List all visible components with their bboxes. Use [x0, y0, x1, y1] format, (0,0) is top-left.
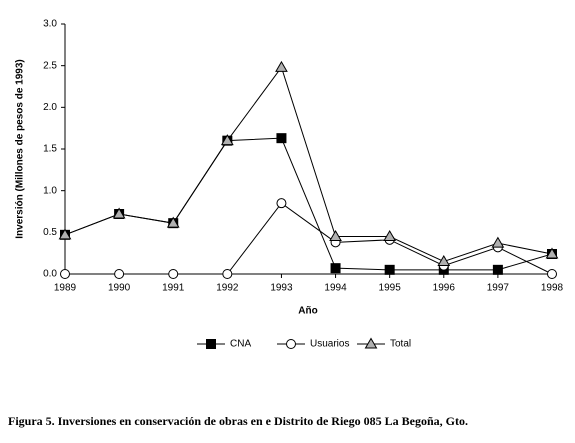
legend-marker	[286, 339, 296, 349]
x-tick-label: 1996	[433, 283, 456, 294]
data-point	[276, 133, 287, 144]
legend-label: Total	[390, 339, 411, 350]
y-tick-label: 0.0	[43, 269, 57, 280]
data-point	[276, 198, 287, 209]
x-tick-label: 1995	[379, 283, 402, 294]
x-tick-label: 1991	[162, 283, 185, 294]
data-point	[437, 255, 451, 266]
x-tick-label: 1998	[541, 283, 564, 294]
x-axis-label: Año	[298, 306, 317, 317]
data-point	[275, 60, 288, 72]
x-tick-label: 1997	[487, 283, 510, 294]
series-line	[65, 202, 553, 275]
y-tick-label: 0.5	[43, 227, 57, 238]
data-point	[492, 264, 503, 275]
data-point	[383, 230, 397, 241]
x-tick-label: 1990	[108, 283, 131, 294]
data-point	[168, 269, 179, 279]
data-point	[547, 269, 557, 279]
y-axis-label: Inversión (Millones de pesos de 1993)	[15, 59, 26, 239]
data-point	[58, 228, 72, 240]
legend-marker	[206, 339, 216, 349]
caption: Figura 5. Inversiones en conservación de…	[8, 414, 468, 428]
series-line	[64, 66, 553, 263]
data-point	[545, 247, 559, 259]
data-point	[166, 216, 180, 228]
y-tick-label: 3.0	[43, 19, 57, 30]
legend-label: Usuarios	[310, 339, 349, 350]
y-tick-label: 2.0	[43, 102, 57, 113]
data-point	[60, 269, 70, 279]
data-point	[329, 230, 342, 241]
y-tick-label: 1.0	[43, 185, 57, 196]
data-point	[384, 264, 395, 275]
legend-label: CNA	[230, 339, 251, 350]
data-point	[222, 269, 233, 279]
x-tick-label: 1994	[324, 283, 347, 294]
legend-marker	[364, 337, 378, 349]
x-tick-label: 1992	[216, 283, 239, 294]
x-tick-label: 1993	[270, 283, 293, 294]
data-point	[114, 269, 125, 279]
y-tick-label: 1.5	[43, 144, 57, 155]
data-point	[220, 134, 234, 146]
data-point	[330, 263, 341, 274]
y-tick-label: 2.5	[43, 60, 57, 71]
data-point	[112, 207, 126, 219]
x-tick-label: 1989	[54, 283, 77, 294]
data-point	[491, 236, 505, 248]
